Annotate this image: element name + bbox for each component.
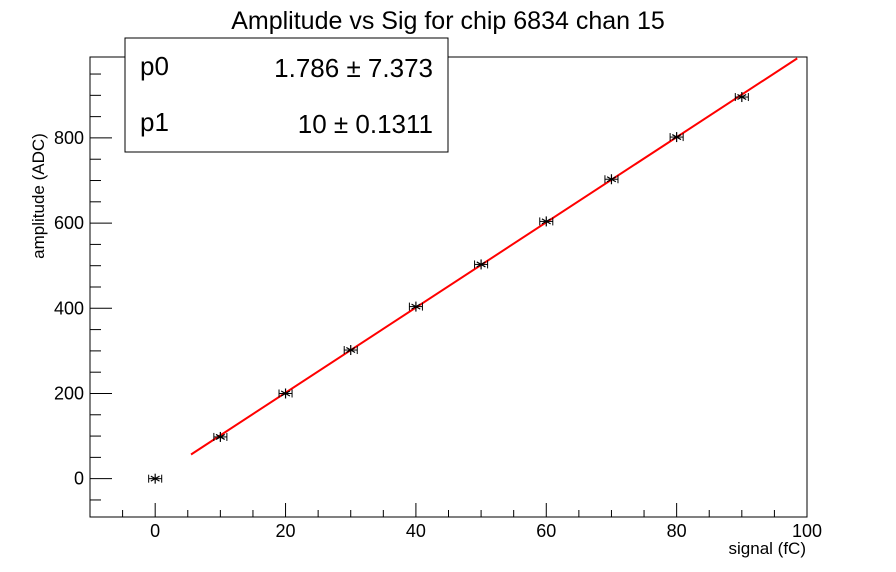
y-tick-label: 800 [54, 128, 84, 148]
data-points-layer [148, 92, 749, 484]
data-point [343, 345, 358, 356]
stats-p1-name: p1 [140, 107, 169, 137]
x-tick-label: 40 [406, 521, 426, 541]
data-point [278, 388, 293, 399]
x-axis-title: signal (fC) [729, 539, 806, 558]
star-marker-stroke [215, 433, 226, 440]
data-point [408, 301, 423, 312]
x-tick-label: 60 [536, 521, 556, 541]
stats-box: p0 1.786 ± 7.373 p1 10 ± 0.1311 [124, 37, 449, 153]
fit-line-layer [190, 57, 798, 456]
data-point [604, 174, 619, 185]
star-marker-stroke [346, 347, 356, 354]
data-point [474, 259, 489, 270]
data-point [213, 431, 228, 442]
x-tick-label: 0 [150, 521, 160, 541]
star-marker-stroke [541, 218, 551, 225]
fit-line [190, 57, 798, 456]
data-point [734, 92, 749, 103]
star-marker-stroke [737, 94, 747, 101]
stats-box-frame [124, 37, 449, 153]
stats-p1-value: 10 ± 0.1311 [298, 109, 433, 139]
y-tick-label: 200 [54, 383, 84, 403]
star-marker-stroke [150, 475, 160, 482]
data-point [148, 473, 163, 484]
star-marker-stroke [606, 176, 617, 183]
x-tick-label: 20 [276, 521, 296, 541]
y-axis: 0 200 400 600 800 [54, 73, 112, 501]
x-axis: 0 20 40 60 80 100 [89, 503, 822, 541]
x-tick-label: 100 [792, 521, 822, 541]
stats-p0-name: p0 [140, 51, 169, 81]
star-marker-stroke [411, 303, 421, 310]
y-tick-label: 0 [74, 469, 84, 489]
star-marker-stroke [476, 261, 486, 268]
stats-p0-value: 1.786 ± 7.373 [274, 53, 433, 83]
data-point [539, 216, 554, 227]
data-point [669, 132, 684, 143]
y-tick-label: 400 [54, 298, 84, 318]
x-tick-label: 80 [667, 521, 687, 541]
y-tick-label: 600 [54, 213, 84, 233]
star-marker-stroke [280, 390, 291, 397]
y-axis-title: amplitude (ADC) [29, 133, 48, 259]
chart-title: Amplitude vs Sig for chip 6834 chan 15 [231, 7, 665, 35]
star-marker-stroke [671, 134, 682, 141]
